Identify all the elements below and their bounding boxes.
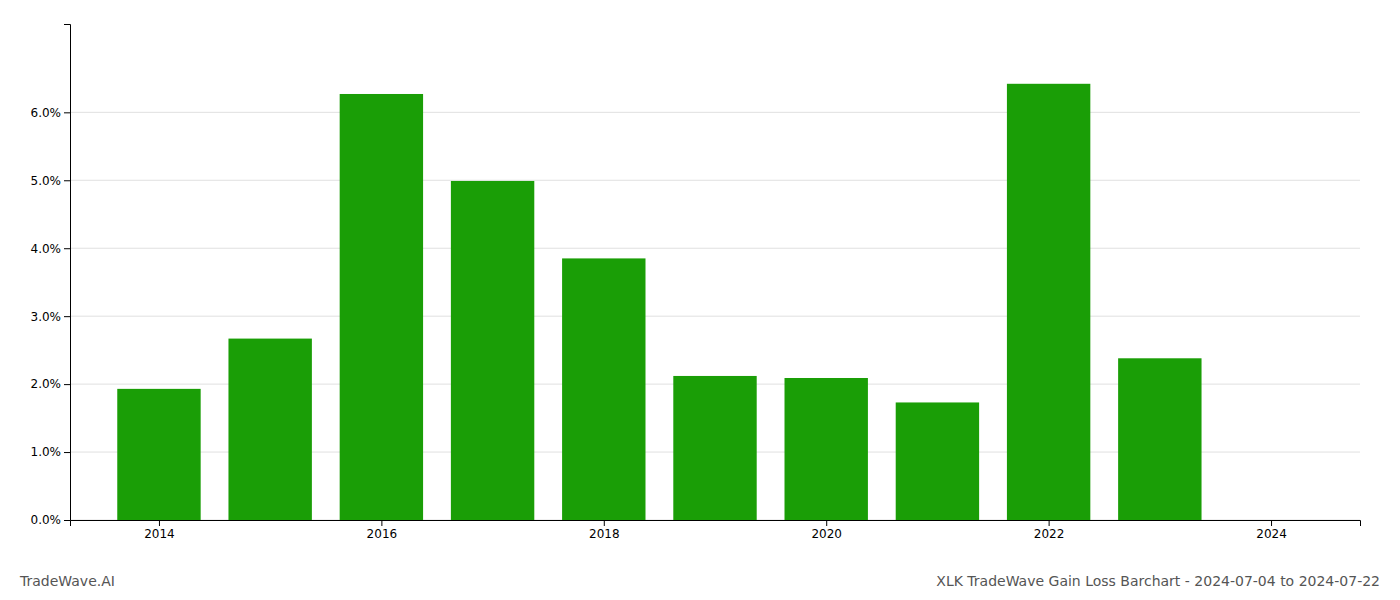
tick-label: 2024	[1256, 527, 1287, 541]
tick-label: 6.0%	[31, 106, 62, 120]
grid-line	[70, 248, 1360, 249]
tick-label: 2016	[367, 527, 398, 541]
bar	[562, 258, 645, 520]
grid-line	[70, 112, 1360, 113]
tick: 6.0%	[31, 106, 71, 120]
tick-label: 4.0%	[31, 242, 62, 256]
tick-label: 2.0%	[31, 377, 62, 391]
bar	[451, 181, 534, 520]
tick-label: 2022	[1034, 527, 1065, 541]
tick: 1.0%	[31, 445, 71, 459]
tick-mark	[1271, 520, 1272, 526]
y-axis: 0.0% 1.0% 2.0% 3.0% 4.0% 5.0% 6.0%	[31, 25, 71, 528]
tick-label: 5.0%	[31, 174, 62, 188]
tick-label: 2020	[811, 527, 842, 541]
tick: 2016	[367, 520, 398, 541]
bar	[785, 378, 868, 520]
tick: 5.0%	[31, 174, 71, 188]
tick-label: 2018	[589, 527, 620, 541]
tick-label: 2014	[144, 527, 175, 541]
tick-label: 0.0%	[31, 513, 62, 527]
bar	[228, 339, 311, 520]
tick: 2014	[144, 520, 175, 541]
tick-mark	[64, 248, 70, 249]
chart: 0.0% 1.0% 2.0% 3.0% 4.0% 5.0% 6.0% 2014 2016 2018…	[0, 0, 1400, 600]
tick: 2.0%	[31, 377, 71, 391]
tick-label: 1.0%	[31, 445, 62, 459]
tick-label: 3.0%	[31, 310, 62, 324]
tick: 2022	[1034, 520, 1065, 541]
tick: 3.0%	[31, 310, 71, 324]
tick: 0.0%	[31, 513, 71, 527]
axis-line	[71, 521, 1361, 527]
tick-mark	[64, 112, 70, 113]
grid	[70, 112, 1360, 520]
tick-mark	[64, 520, 70, 521]
plot: 0.0% 1.0% 2.0% 3.0% 4.0% 5.0% 6.0% 2014 2016 2018…	[31, 25, 1361, 541]
tick-mark	[826, 520, 827, 526]
tick-mark	[1049, 520, 1050, 526]
tick: 4.0%	[31, 242, 71, 256]
tick: 2020	[811, 520, 842, 541]
bar	[340, 94, 423, 520]
tick-mark	[381, 520, 382, 526]
axis-line	[64, 25, 71, 521]
bars	[117, 84, 1201, 520]
grid-line	[70, 316, 1360, 317]
bar	[117, 389, 200, 520]
tick-mark	[64, 384, 70, 385]
tick-mark	[159, 520, 160, 526]
tick-mark	[64, 316, 70, 317]
tick-mark	[604, 520, 605, 526]
tick-mark	[64, 180, 70, 181]
title: XLK TradeWave Gain Loss Barchart - 2024-…	[936, 573, 1380, 589]
tick-mark	[64, 452, 70, 453]
tick: 2018	[589, 520, 620, 541]
bar	[1118, 358, 1201, 520]
annotation: TradeWave.AI	[19, 573, 115, 589]
bar	[1007, 84, 1090, 520]
x-axis: 2014 2016 2018 2020 2022 2024	[71, 520, 1361, 541]
bar	[673, 376, 756, 520]
grid-line	[70, 180, 1360, 181]
tick: 2024	[1256, 520, 1287, 541]
bar	[896, 402, 979, 520]
